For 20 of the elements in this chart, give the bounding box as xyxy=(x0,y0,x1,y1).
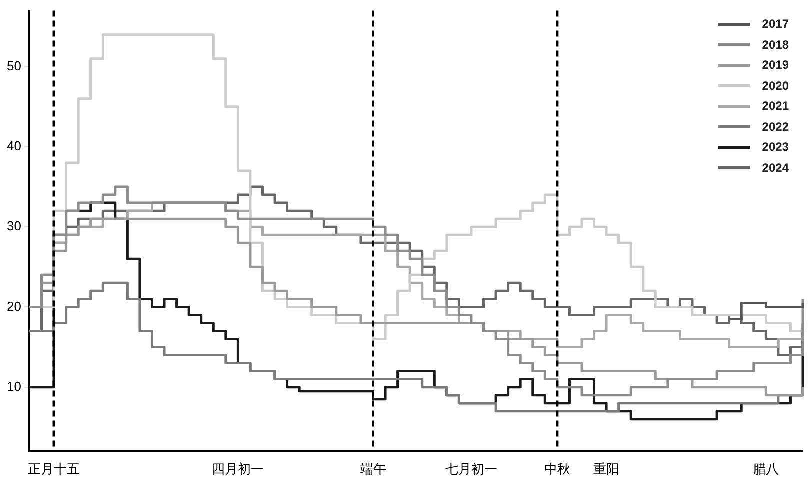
x-tick-label: 正月十五 xyxy=(28,462,80,478)
x-tick-label: 四月初一 xyxy=(212,462,264,478)
y-tick-label: 20 xyxy=(6,298,22,314)
x-tick-label: 七月初一 xyxy=(445,462,498,478)
y-tick-label: 10 xyxy=(6,378,22,394)
legend-label: 2024 xyxy=(762,160,789,175)
x-tick-label: 重阳 xyxy=(594,462,620,478)
x-tick-label: 腊八 xyxy=(753,462,780,478)
x-tick-label: 端午 xyxy=(360,462,386,478)
legend-label: 2023 xyxy=(762,140,789,154)
legend-label: 2020 xyxy=(762,78,789,93)
legend-label: 2018 xyxy=(762,38,789,52)
legend-label: 2021 xyxy=(762,99,789,114)
legend-label: 2019 xyxy=(762,58,789,72)
legend-label: 2017 xyxy=(762,17,789,32)
y-tick-label: 30 xyxy=(6,218,22,234)
y-tick-label: 40 xyxy=(6,138,22,154)
x-tick-label: 中秋 xyxy=(544,462,570,478)
y-tick-label: 50 xyxy=(6,58,22,74)
legend-label: 2022 xyxy=(762,120,789,134)
